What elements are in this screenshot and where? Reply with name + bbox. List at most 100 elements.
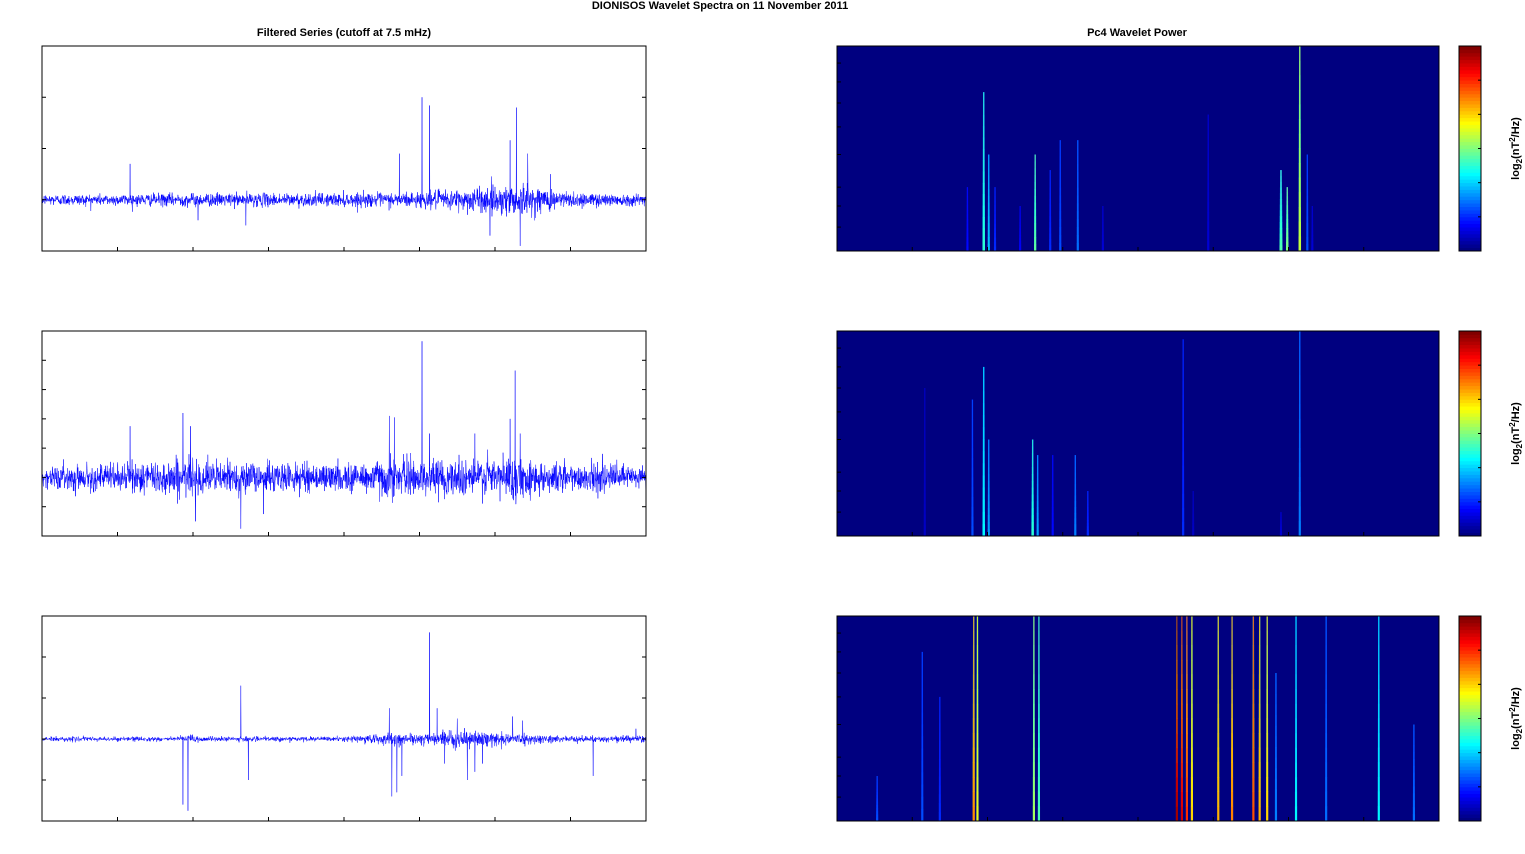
x-power-colorbar-swatch	[1459, 162, 1481, 166]
x-power-colorbar-swatch	[1459, 121, 1481, 125]
y-power-colorbar-swatch	[1459, 529, 1481, 533]
x-wavelet-power-plot: log2(nT2/Hz)	[836, 45, 1524, 252]
y-power-colorbar-swatch	[1459, 512, 1481, 516]
y-power-colorbar-swatch	[1459, 454, 1481, 458]
x-power-colorbar-swatch	[1459, 158, 1481, 163]
z-power-colorbar-swatch	[1459, 646, 1481, 651]
right-column-title: Pc4 Wavelet Power	[1087, 27, 1188, 39]
x-power-colorbar-swatch	[1459, 199, 1481, 204]
z-power-power-streak-core	[1038, 616, 1040, 821]
y-power-colorbar-swatch	[1459, 440, 1481, 445]
z-power-colorbar-swatch	[1459, 626, 1481, 631]
y-power-colorbar-swatch	[1459, 395, 1481, 400]
z-power-colorbar-swatch	[1459, 766, 1481, 771]
z-power-power-streak-core	[1325, 616, 1327, 821]
z-power-colorbar-swatch	[1459, 650, 1481, 654]
z-power-colorbar-swatch	[1459, 769, 1481, 774]
z-power-power-streak-core	[1275, 673, 1277, 821]
z-power-colorbar-swatch	[1459, 783, 1481, 788]
y-power-colorbar-swatch	[1459, 433, 1481, 438]
z-power-power-streak-core	[1295, 616, 1297, 821]
z-power-colorbar-swatch	[1459, 643, 1481, 648]
z-power-colorbar-swatch	[1459, 728, 1481, 733]
x-series-trace	[41, 97, 647, 246]
z-series-plot	[41, 615, 647, 822]
x-power-colorbar-swatch	[1459, 90, 1481, 95]
y-power-colorbar-swatch	[1459, 522, 1481, 527]
z-power-colorbar-swatch	[1459, 663, 1481, 668]
x-power-colorbar-swatch	[1459, 110, 1481, 115]
x-power-power-streak-core	[1102, 206, 1104, 251]
x-power-colorbar-swatch	[1459, 145, 1481, 149]
z-power-power-streak-core	[1266, 616, 1268, 821]
y-power-colorbar-swatch	[1459, 467, 1481, 472]
x-power-colorbar-swatch	[1459, 80, 1481, 84]
y-power-colorbar-swatch	[1459, 481, 1481, 486]
y-power-power-streak-core	[1087, 491, 1089, 536]
z-power-colorbar-swatch	[1459, 687, 1481, 692]
z-power-colorbar-swatch	[1459, 677, 1481, 682]
y-power-colorbar-swatch	[1459, 389, 1481, 393]
x-power-colorbar-swatch	[1459, 73, 1481, 78]
x-power-colorbar-swatch	[1459, 63, 1481, 67]
z-power-colorbar-swatch	[1459, 773, 1481, 777]
x-series-plot	[41, 45, 647, 252]
x-power-colorbar-swatch	[1459, 210, 1481, 214]
z-power-power-streak-core	[876, 776, 878, 821]
x-power-colorbar-swatch	[1459, 179, 1481, 184]
z-power-colorbar-swatch	[1459, 725, 1481, 730]
y-power-colorbar-swatch	[1459, 525, 1481, 530]
x-power-colorbar-swatch	[1459, 216, 1481, 221]
y-power-power-streak-core	[1192, 491, 1194, 536]
x-power-power-streak-core	[1306, 154, 1308, 251]
x-power-power-streak-core	[1286, 187, 1288, 251]
x-power-power-streak-core	[983, 92, 985, 251]
y-power-colorbar-swatch	[1459, 450, 1481, 455]
y-power-colorbar-swatch	[1459, 368, 1481, 373]
z-power-colorbar-swatch	[1459, 797, 1481, 801]
z-power-colorbar-swatch	[1459, 817, 1481, 822]
z-power-power-streak-core	[1378, 616, 1380, 821]
y-power-power-streak-core	[1182, 339, 1184, 536]
y-power-colorbar-swatch	[1459, 457, 1481, 462]
y-power-colorbar-swatch	[1459, 488, 1481, 492]
x-power-colorbar-swatch	[1459, 213, 1481, 218]
y-power-power-streak-core	[1037, 455, 1039, 536]
x-power-colorbar-swatch	[1459, 148, 1481, 153]
y-power-colorbar-swatch	[1459, 505, 1481, 510]
x-power-power-streak-core	[994, 187, 996, 251]
x-power-colorbar-swatch	[1459, 114, 1481, 119]
x-power-colorbar-swatch	[1459, 189, 1481, 194]
x-power-colorbar-swatch	[1459, 186, 1481, 190]
z-power-power-streak-core	[1186, 616, 1188, 821]
x-power-power-streak-core	[1019, 206, 1021, 251]
y-power-colorbar-swatch	[1459, 464, 1481, 469]
x-power-colorbar-swatch	[1459, 203, 1481, 207]
z-power-colorbar-swatch	[1459, 616, 1481, 620]
z-power-colorbar-swatch	[1459, 629, 1481, 634]
x-power-power-streak-core	[1207, 114, 1209, 251]
z-power-colorbar-swatch	[1459, 759, 1481, 764]
x-power-power-streak-core	[966, 187, 969, 251]
y-power-power-streak-core	[1299, 331, 1301, 536]
z-power-colorbar-swatch	[1459, 622, 1481, 627]
x-power-colorbar-swatch	[1459, 206, 1481, 211]
x-power-colorbar-swatch	[1459, 247, 1481, 252]
x-power-colorbar-swatch	[1459, 141, 1481, 146]
y-power-colorbar-swatch	[1459, 402, 1481, 407]
y-power-colorbar-swatch	[1459, 344, 1481, 349]
z-power-colorbar-swatch	[1459, 793, 1481, 798]
z-power-colorbar-swatch	[1459, 711, 1481, 716]
x-power-colorbar-swatch	[1459, 107, 1481, 112]
z-power-power-streak-core	[1231, 616, 1233, 821]
z-power-colorbar-swatch	[1459, 708, 1481, 713]
z-power-colorbar-swatch	[1459, 704, 1481, 709]
x-power-colorbar-swatch	[1459, 59, 1481, 64]
z-power-colorbar-swatch	[1459, 670, 1481, 675]
x-power-colorbar-swatch	[1459, 46, 1481, 50]
y-power-colorbar-swatch	[1459, 385, 1481, 390]
z-power-power-streak-core	[1033, 616, 1035, 821]
y-power-colorbar-swatch	[1459, 426, 1481, 431]
y-power-colorbar-swatch	[1459, 351, 1481, 356]
x-power-colorbar-swatch	[1459, 223, 1481, 228]
